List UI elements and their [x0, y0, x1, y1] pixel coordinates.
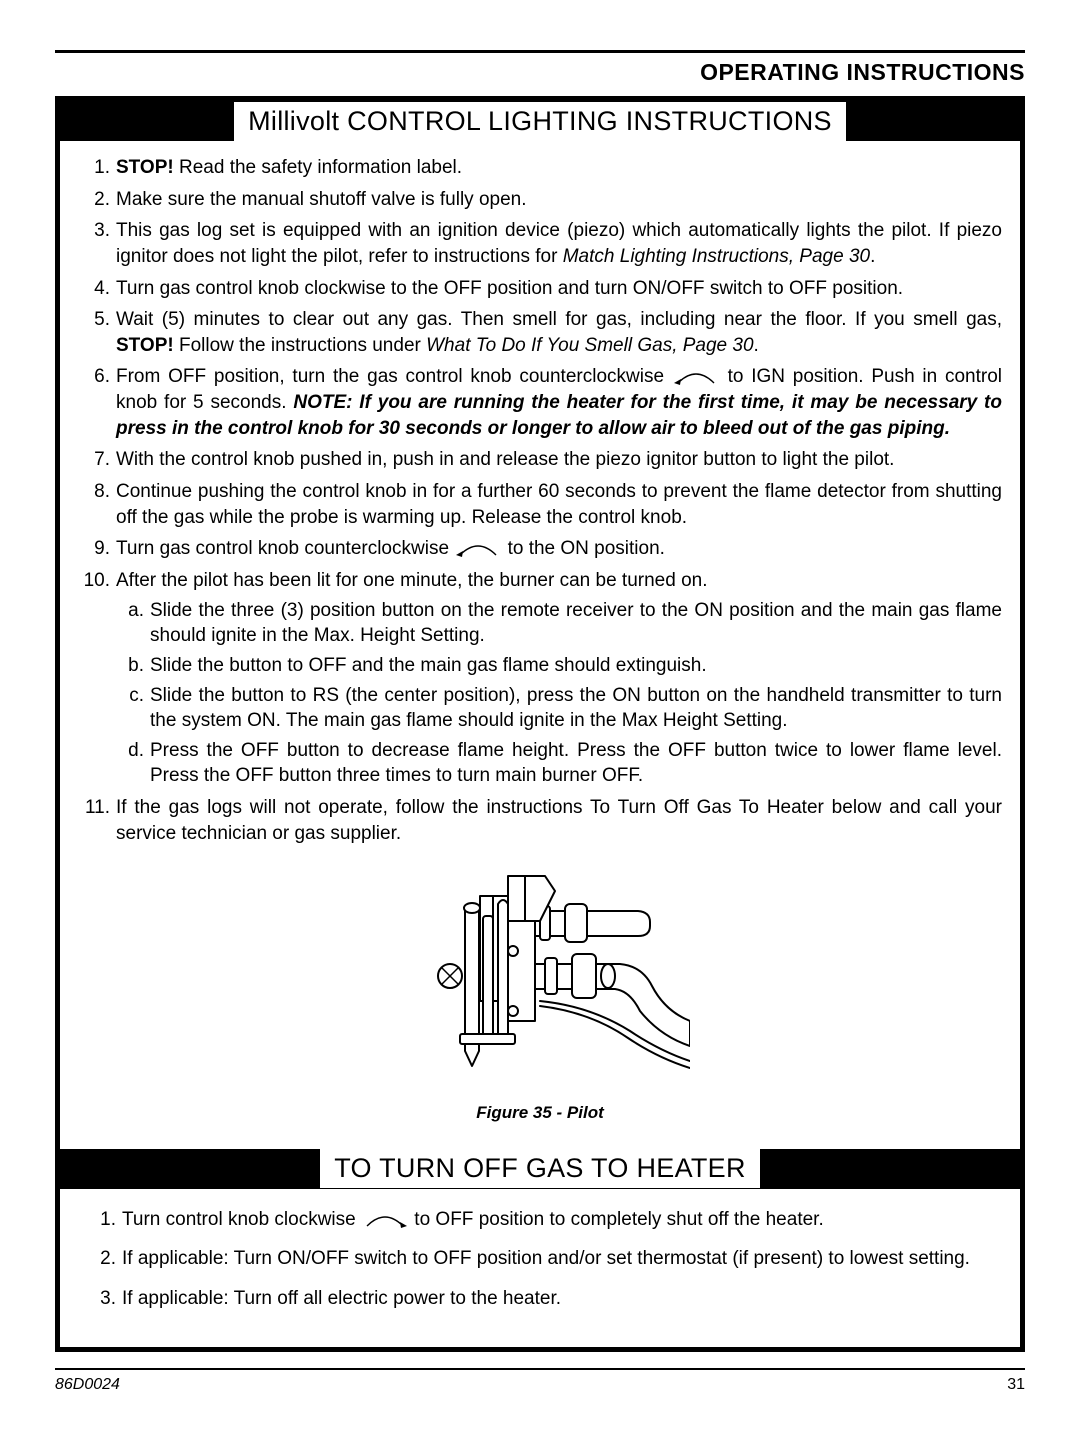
step-4: Turn gas control knob clockwise to the O… — [78, 276, 1002, 302]
page-footer: 86D0024 31 — [55, 1368, 1025, 1394]
step-5: Wait (5) minutes to clear out any gas. T… — [78, 307, 1002, 358]
step-3-em: Match Lighting Instructions, Page 30 — [563, 246, 870, 267]
step-3: This gas log set is equipped with an ign… — [78, 218, 1002, 269]
turnoff-1-a: Turn control knob clockwise — [122, 1209, 361, 1230]
step-9-a: Turn gas control knob counterclockwise — [116, 538, 454, 559]
step-9: Turn gas control knob counterclockwise t… — [78, 536, 1002, 562]
figure-wrap: Figure 35 - Pilot — [78, 856, 1002, 1125]
lighting-title-bar: Millivolt CONTROL LIGHTING INSTRUCTIONS — [60, 101, 1020, 141]
lighting-title: Millivolt CONTROL LIGHTING INSTRUCTIONS — [234, 102, 846, 141]
step-10: After the pilot has been lit for one min… — [78, 568, 1002, 789]
stop-label: STOP! — [116, 157, 174, 178]
top-rule — [55, 50, 1025, 53]
ccw-arrow-icon — [456, 541, 500, 557]
turnoff-1-b: to OFF position to completely shut off t… — [409, 1209, 824, 1230]
step-5-a: Wait (5) minutes to clear out any gas. T… — [116, 309, 1002, 330]
turnoff-title-bar: TO TURN OFF GAS TO HEATER — [60, 1149, 1020, 1189]
turnoff-title: TO TURN OFF GAS TO HEATER — [320, 1149, 760, 1188]
section-header: OPERATING INSTRUCTIONS — [55, 59, 1025, 86]
step-10-text: After the pilot has been lit for one min… — [116, 570, 708, 591]
figure-caption: Figure 35 - Pilot — [78, 1102, 1002, 1125]
step-10a: Slide the three (3) position button on t… — [116, 598, 1002, 649]
step-10b: Slide the button to OFF and the main gas… — [116, 653, 1002, 679]
lighting-content: STOP! Read the safety information label.… — [60, 141, 1020, 1149]
step-10c: Slide the button to RS (the center posit… — [116, 683, 1002, 734]
step-6-a: From OFF position, turn the gas control … — [116, 366, 672, 387]
step-1-text: Read the safety information label. — [174, 157, 462, 178]
cw-arrow-icon — [363, 1212, 407, 1228]
page-number: 31 — [1007, 1376, 1025, 1394]
step-10d: Press the OFF button to decrease flame h… — [116, 738, 1002, 789]
step-3-tail: . — [870, 246, 875, 267]
step-5-e: . — [754, 335, 759, 356]
step-7: With the control knob pushed in, push in… — [78, 447, 1002, 473]
step-1: STOP! Read the safety information label. — [78, 155, 1002, 181]
step-6: From OFF position, turn the gas control … — [78, 364, 1002, 441]
step-8: Continue pushing the control knob in for… — [78, 479, 1002, 530]
step-5-d: What To Do If You Smell Gas, Page 30 — [426, 335, 753, 356]
step-2: Make sure the manual shutoff valve is fu… — [78, 187, 1002, 213]
turnoff-content: Turn control knob clockwise to OFF posit… — [60, 1189, 1020, 1347]
turnoff-2: If applicable: Turn ON/OFF switch to OFF… — [84, 1244, 996, 1273]
turnoff-3: If applicable: Turn off all electric pow… — [84, 1284, 996, 1313]
step-9-b: to the ON position. — [502, 538, 665, 559]
step-11: If the gas logs will not operate, follow… — [78, 795, 1002, 846]
ccw-arrow-icon — [674, 369, 718, 385]
doc-id: 86D0024 — [55, 1376, 120, 1394]
turnoff-1: Turn control knob clockwise to OFF posit… — [84, 1205, 996, 1234]
instruction-box: Millivolt CONTROL LIGHTING INSTRUCTIONS … — [55, 96, 1025, 1352]
step-5-c: Follow the instructions under — [174, 335, 426, 356]
step-5-b: STOP! — [116, 335, 174, 356]
pilot-diagram — [390, 856, 690, 1086]
